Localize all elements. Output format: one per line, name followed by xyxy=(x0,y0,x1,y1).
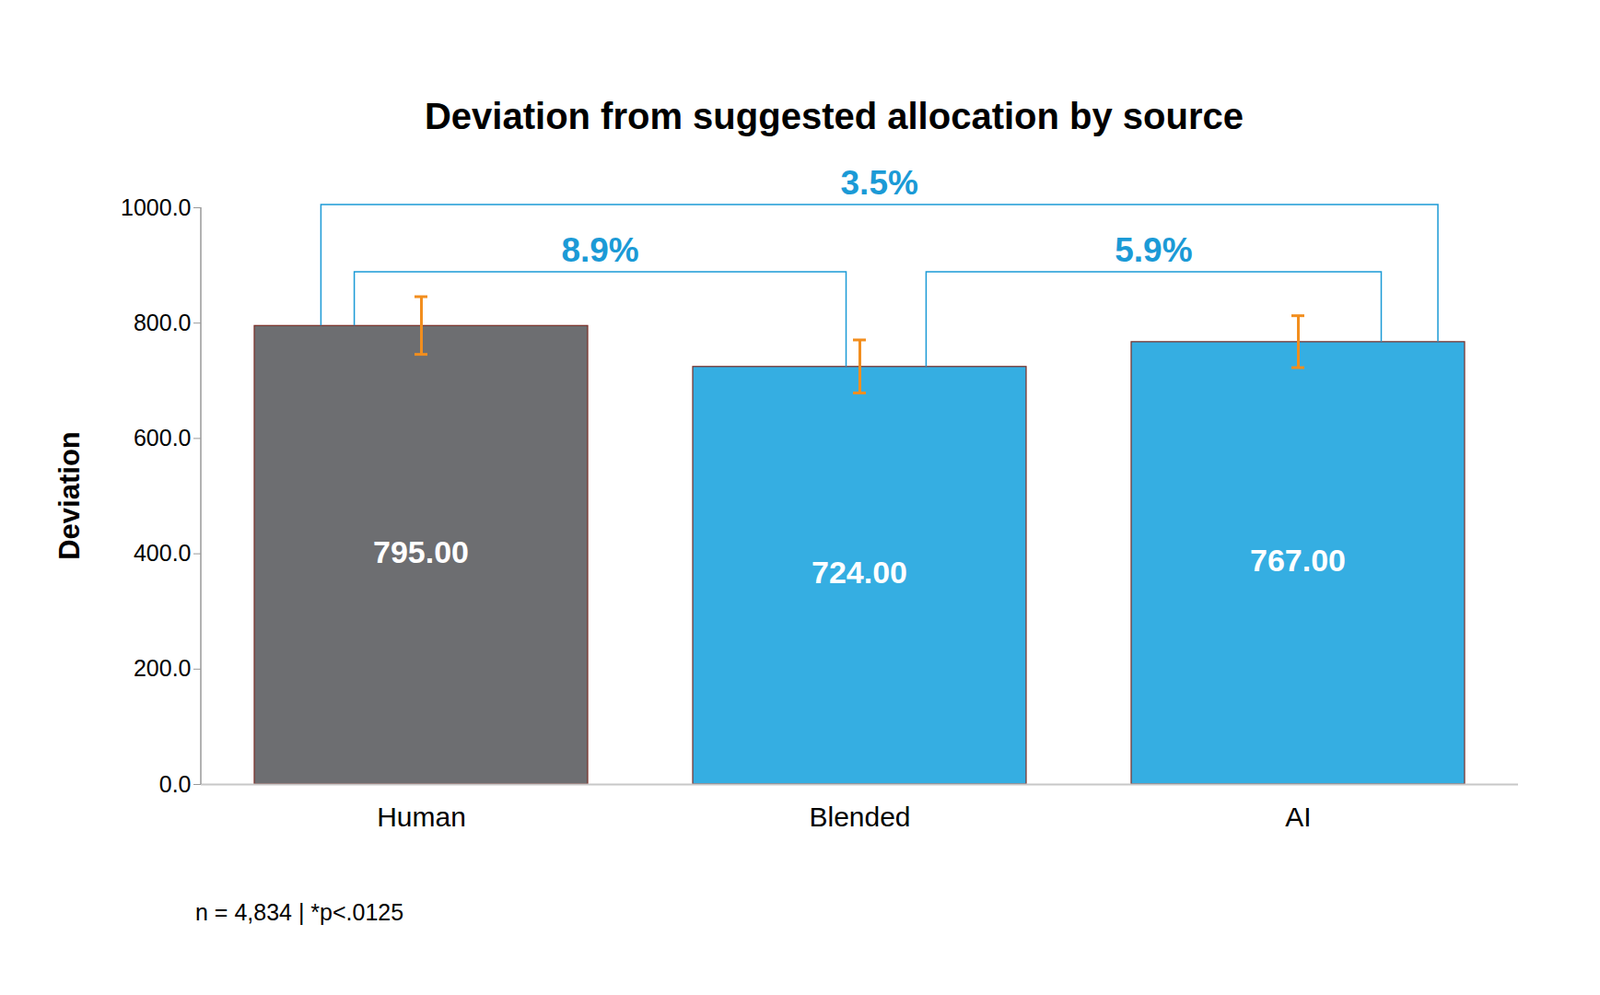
svg-text:767.00: 767.00 xyxy=(1249,542,1346,578)
svg-text:0.0: 0.0 xyxy=(159,770,192,797)
svg-text:795.00: 795.00 xyxy=(373,534,469,570)
svg-text:600.0: 600.0 xyxy=(133,424,192,451)
svg-text:800.0: 800.0 xyxy=(133,309,192,336)
svg-text:Blended: Blended xyxy=(808,801,911,832)
svg-text:724.00: 724.00 xyxy=(811,554,908,590)
svg-text:5.9%: 5.9% xyxy=(1114,231,1192,269)
svg-text:AI: AI xyxy=(1284,801,1311,832)
svg-text:400.0: 400.0 xyxy=(133,539,192,566)
html-text:n = 4,834 | *p<.0125: n = 4,834 | *p<.0125 xyxy=(195,899,404,925)
svg-text:3.5%: 3.5% xyxy=(840,163,919,202)
svg-text:200.0: 200.0 xyxy=(133,654,192,681)
svg-text:Human: Human xyxy=(376,801,467,832)
html-text:Deviation from suggested alloc: Deviation from suggested allocation by s… xyxy=(424,95,1244,137)
svg-text:8.9%: 8.9% xyxy=(560,231,639,269)
svg-text:Deviation: Deviation xyxy=(53,431,86,561)
svg-text:1000.0: 1000.0 xyxy=(120,194,191,221)
